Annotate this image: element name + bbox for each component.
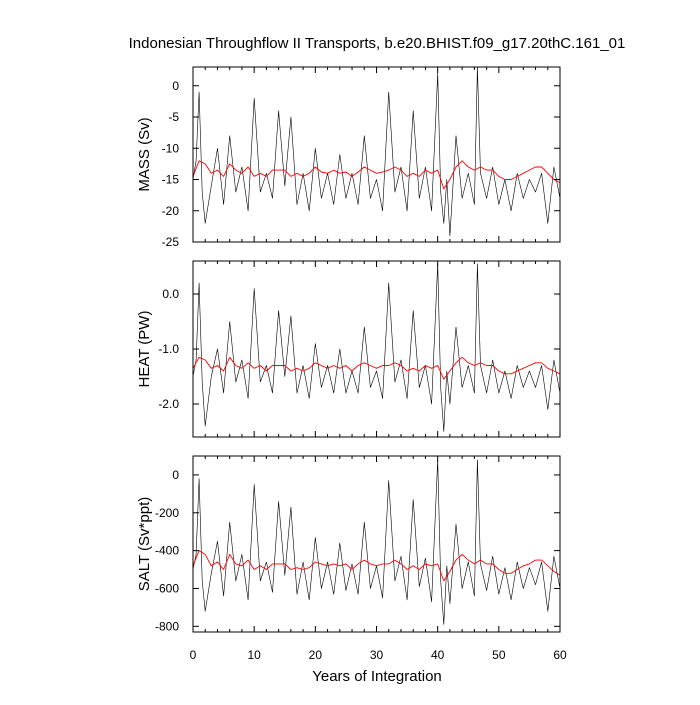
salt-ytick-label: 0 [172, 468, 179, 482]
mass-panel: 0 -5 -10 -15 -20 -25 MASS (Sv) [136, 66, 561, 249]
heat-ytick-label: 0.0 [162, 287, 179, 301]
salt-ytick-label: -800 [155, 619, 179, 633]
heat-annual-mean-line [192, 356, 561, 380]
salt-panel: 0 -200 -400 -600 -800 SALT (Sv*ppt) [136, 455, 561, 633]
mass-ytick-label: -5 [168, 110, 179, 124]
x-tick-label: 30 [370, 648, 384, 662]
x-tick-label: 50 [492, 648, 506, 662]
mass-ytick-label: 0 [172, 79, 179, 93]
x-tick-label: 0 [190, 648, 197, 662]
mass-annual-mean-line [192, 160, 561, 190]
salt-monthly-line [192, 459, 561, 625]
salt-y-axis-label: SALT (Sv*ppt) [136, 497, 153, 591]
mass-monthly-line [192, 66, 561, 237]
mass-ytick-label: -25 [162, 235, 180, 249]
mass-ytick-label: -20 [162, 204, 180, 218]
x-tick-labels: 0 10 20 30 40 50 60 [190, 648, 567, 662]
panels-group: 0 -5 -10 -15 -20 -25 MASS (Sv) 0.0 -1.0 -2.0 HEAT … [136, 66, 567, 662]
x-axis-label: Years of Integration [312, 668, 442, 685]
heat-frame [192, 260, 561, 438]
x-tick-label: 60 [553, 648, 567, 662]
mass-y-axis-label: MASS (Sv) [136, 117, 153, 191]
mass-ytick-label: -15 [162, 173, 180, 187]
salt-ytick-label: -400 [155, 544, 179, 558]
salt-ytick-label: -200 [155, 506, 179, 520]
salt-ytick-label: -600 [155, 581, 179, 595]
heat-monthly-line [192, 263, 561, 432]
mass-ytick-label: -10 [162, 141, 180, 155]
heat-y-axis-label: HEAT (PW) [136, 311, 153, 388]
mass-frame [192, 66, 561, 243]
x-tick-label: 10 [247, 648, 261, 662]
x-tick-label: 40 [431, 648, 445, 662]
heat-ytick-label: -1.0 [158, 342, 179, 356]
salt-annual-mean-line [192, 550, 561, 582]
x-tick-label: 20 [309, 648, 323, 662]
heat-ytick-label: -2.0 [158, 397, 179, 411]
chart-title: Indonesian Throughflow II Transports, b.… [129, 35, 626, 52]
heat-panel: 0.0 -1.0 -2.0 HEAT (PW) [136, 260, 561, 438]
salt-frame [192, 455, 561, 633]
